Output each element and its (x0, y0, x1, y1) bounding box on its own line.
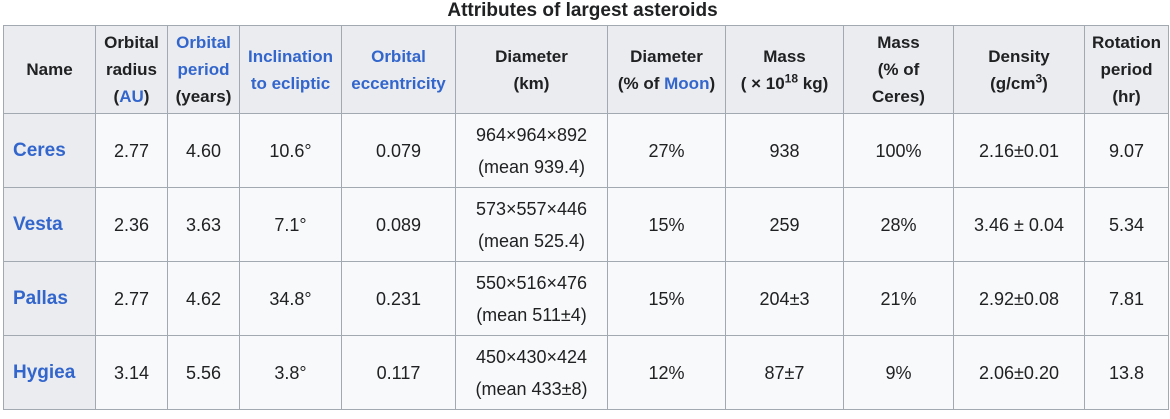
vesta-link[interactable]: Vesta (13, 214, 63, 235)
cell-density: 2.06±0.20 (953, 335, 1085, 410)
cell-radius: 2.36 (95, 187, 168, 262)
header-mass: Mass ( × 1018 kg) (725, 25, 844, 114)
table-row: Hygiea 3.14 5.56 3.8° 0.117 450×430×424(… (3, 335, 1169, 410)
cell-radius: 2.77 (95, 113, 168, 188)
header-name: Name (3, 25, 96, 114)
cell-eccentricity: 0.089 (341, 187, 456, 262)
cell-diameter-moon: 12% (607, 335, 726, 410)
moon-link[interactable]: Moon (664, 73, 710, 93)
header-inclination: Inclination to ecliptic (239, 25, 342, 114)
row-name-pallas: Pallas (3, 261, 96, 336)
header-diameter-moon: Diameter (% of Moon) (607, 25, 726, 114)
cell-diameter-moon: 15% (607, 187, 726, 262)
header-row: Name Orbital radius (AU) Orbital period (… (3, 25, 1169, 114)
cell-mass: 87±7 (725, 335, 844, 410)
cell-radius: 2.77 (95, 261, 168, 336)
cell-mass-ceres: 21% (843, 261, 954, 336)
cell-diameter: 964×964×892 (mean 939.4) (455, 113, 608, 188)
cell-mass-ceres: 28% (843, 187, 954, 262)
header-orbital-period: Orbital period (years) (167, 25, 240, 114)
table-row: Ceres 2.77 4.60 10.6° 0.079 964×964×892(… (3, 113, 1169, 188)
cell-diameter: 573×557×446 (mean 525.4) (455, 187, 608, 262)
ceres-link[interactable]: Ceres (13, 140, 66, 161)
header-eccentricity: Orbital eccentricity (341, 25, 456, 114)
table-caption: Attributes of largest asteroids (447, 0, 718, 21)
cell-diameter-moon: 27% (607, 113, 726, 188)
cell-rotation: 13.8 (1084, 335, 1169, 410)
cell-mass: 938 (725, 113, 844, 188)
cell-inclination: 34.8° (239, 261, 342, 336)
row-name-hygiea: Hygiea (3, 335, 96, 410)
orbital-period-link[interactable]: Orbital period (176, 33, 231, 79)
cell-density: 2.92±0.08 (953, 261, 1085, 336)
inclination-link[interactable]: Inclination to ecliptic (248, 46, 333, 93)
cell-mass: 204±3 (725, 261, 844, 336)
cell-diameter-moon: 15% (607, 261, 726, 336)
cell-rotation: 7.81 (1084, 261, 1169, 336)
cell-eccentricity: 0.231 (341, 261, 456, 336)
cell-density: 3.46 ± 0.04 (953, 187, 1085, 262)
header-orbital-radius: Orbital radius (AU) (95, 25, 168, 114)
row-name-ceres: Ceres (3, 113, 96, 188)
cell-radius: 3.14 (95, 335, 168, 410)
eccentricity-link[interactable]: Orbital eccentricity (351, 46, 446, 93)
cell-mass-ceres: 100% (843, 113, 954, 188)
cell-inclination: 10.6° (239, 113, 342, 188)
asteroids-table: Name Orbital radius (AU) Orbital period (… (3, 25, 1169, 410)
cell-mass-ceres: 9% (843, 335, 954, 410)
cell-period: 3.63 (167, 187, 240, 262)
header-mass-ceres: Mass (% of Ceres) (843, 25, 954, 114)
cell-mass: 259 (725, 187, 844, 262)
cell-inclination: 7.1° (239, 187, 342, 262)
header-density: Density (g/cm3) (953, 25, 1085, 114)
header-diameter-km: Diameter (km) (455, 25, 608, 114)
table-row: Pallas 2.77 4.62 34.8° 0.231 550×516×476… (3, 261, 1169, 336)
au-link[interactable]: AU (119, 87, 144, 106)
cell-rotation: 9.07 (1084, 113, 1169, 188)
cell-eccentricity: 0.079 (341, 113, 456, 188)
cell-eccentricity: 0.117 (341, 335, 456, 410)
cell-density: 2.16±0.01 (953, 113, 1085, 188)
cell-period: 5.56 (167, 335, 240, 410)
row-name-vesta: Vesta (3, 187, 96, 262)
cell-diameter: 450×430×424 (mean 433±8) (455, 335, 608, 410)
cell-rotation: 5.34 (1084, 187, 1169, 262)
cell-inclination: 3.8° (239, 335, 342, 410)
cell-period: 4.60 (167, 113, 240, 188)
hygiea-link[interactable]: Hygiea (13, 362, 76, 383)
pallas-link[interactable]: Pallas (13, 288, 68, 309)
cell-diameter: 550×516×476 (mean 511±4) (455, 261, 608, 336)
header-rotation: Rotation period (hr) (1084, 25, 1169, 114)
cell-period: 4.62 (167, 261, 240, 336)
table-row: Vesta 2.36 3.63 7.1° 0.089 573×557×446 (m… (3, 187, 1169, 262)
